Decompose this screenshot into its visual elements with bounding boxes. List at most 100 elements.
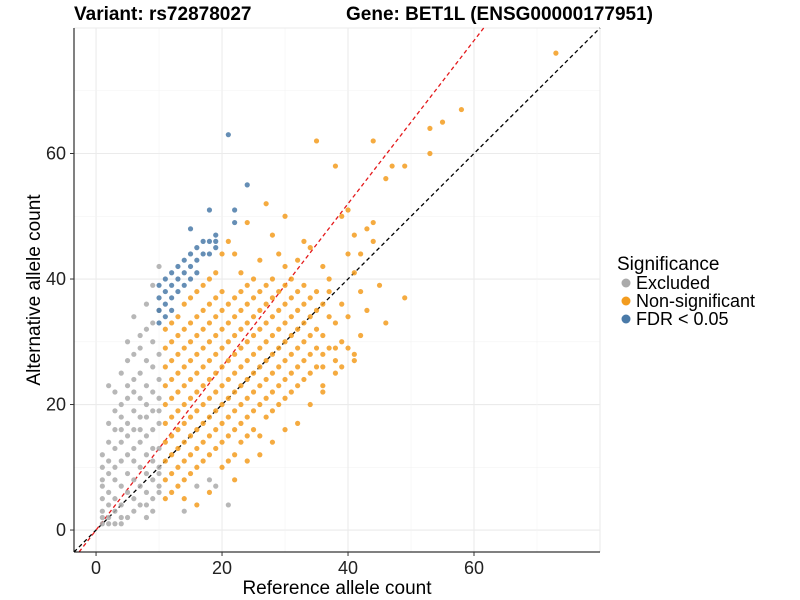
data-point xyxy=(150,408,156,414)
data-point xyxy=(301,357,307,364)
data-point xyxy=(175,427,181,433)
data-point xyxy=(282,395,288,401)
data-point xyxy=(162,458,168,464)
data-point xyxy=(106,383,112,389)
data-point xyxy=(118,439,124,445)
data-point xyxy=(112,427,118,433)
y-tick-label: 0 xyxy=(56,520,66,540)
data-point xyxy=(244,182,250,188)
data-point xyxy=(156,483,162,489)
data-point xyxy=(232,314,238,320)
data-point xyxy=(225,458,231,464)
data-point xyxy=(250,408,257,414)
data-point xyxy=(187,470,194,477)
data-point xyxy=(225,433,231,439)
data-point xyxy=(187,276,194,282)
data-point xyxy=(156,420,162,426)
data-point xyxy=(326,276,332,282)
data-point xyxy=(194,288,200,295)
data-point xyxy=(288,370,294,376)
data-point xyxy=(181,326,187,332)
data-point xyxy=(118,502,124,508)
data-point xyxy=(187,320,194,326)
data-point xyxy=(326,288,332,295)
data-point xyxy=(301,320,307,326)
data-point xyxy=(263,414,269,420)
data-point xyxy=(124,357,131,364)
data-point xyxy=(143,326,150,332)
data-point xyxy=(175,370,181,376)
data-point xyxy=(106,458,112,464)
data-point xyxy=(232,389,238,395)
data-point xyxy=(295,383,301,389)
data-point xyxy=(288,351,294,357)
data-point xyxy=(162,420,168,426)
data-point xyxy=(257,401,263,408)
data-point xyxy=(131,477,137,483)
data-point xyxy=(156,307,162,313)
data-point xyxy=(358,332,364,339)
data-point xyxy=(131,389,137,395)
data-point xyxy=(276,326,282,332)
data-point xyxy=(339,339,345,345)
data-point xyxy=(257,345,263,351)
data-point xyxy=(175,332,181,339)
data-point xyxy=(162,345,168,351)
data-point xyxy=(118,483,124,489)
data-point xyxy=(124,433,131,439)
y-tick-label: 60 xyxy=(46,144,66,164)
data-point xyxy=(206,414,213,420)
grid-lines xyxy=(74,27,601,552)
data-point xyxy=(313,307,320,313)
data-point xyxy=(307,351,313,357)
data-point xyxy=(169,357,175,364)
data-point xyxy=(250,351,257,357)
data-point xyxy=(244,320,250,326)
data-point xyxy=(301,301,307,307)
data-point xyxy=(112,408,118,414)
data-point xyxy=(112,389,118,395)
data-point xyxy=(263,357,269,364)
data-point xyxy=(269,314,276,320)
data-point xyxy=(124,489,131,495)
data-point xyxy=(269,295,276,301)
data-point xyxy=(162,326,168,332)
series-non-significant xyxy=(162,50,559,508)
data-point xyxy=(187,295,194,301)
data-point xyxy=(295,288,301,295)
data-point xyxy=(295,345,301,351)
legend-label: FDR < 0.05 xyxy=(636,309,729,329)
data-point xyxy=(320,351,326,357)
legend-title: Significance xyxy=(617,254,719,275)
data-point xyxy=(288,389,294,395)
reference-line-fit xyxy=(78,27,485,553)
data-point xyxy=(187,339,194,345)
data-point xyxy=(332,370,339,376)
data-point xyxy=(156,295,162,301)
legend: Significance ExcludedNon-significantFDR … xyxy=(617,254,755,329)
data-point xyxy=(213,483,219,489)
data-point xyxy=(276,288,282,295)
data-point xyxy=(225,395,231,401)
data-point xyxy=(257,452,263,458)
data-point xyxy=(181,345,187,351)
data-point xyxy=(313,345,320,351)
data-point xyxy=(181,383,187,389)
data-point xyxy=(282,376,288,383)
data-point xyxy=(351,351,357,357)
series-fdr-0-05 xyxy=(156,132,250,326)
data-point xyxy=(232,408,238,414)
data-point xyxy=(244,395,250,401)
data-point xyxy=(106,439,112,445)
legend-key-excluded xyxy=(621,278,631,288)
data-point xyxy=(358,288,364,295)
data-point xyxy=(295,307,301,313)
data-point xyxy=(326,314,332,320)
data-point xyxy=(162,401,168,408)
data-point xyxy=(269,389,276,395)
data-point xyxy=(162,383,168,389)
data-point xyxy=(187,414,194,420)
data-point xyxy=(200,458,206,464)
data-point xyxy=(307,332,313,339)
data-point xyxy=(276,345,282,351)
